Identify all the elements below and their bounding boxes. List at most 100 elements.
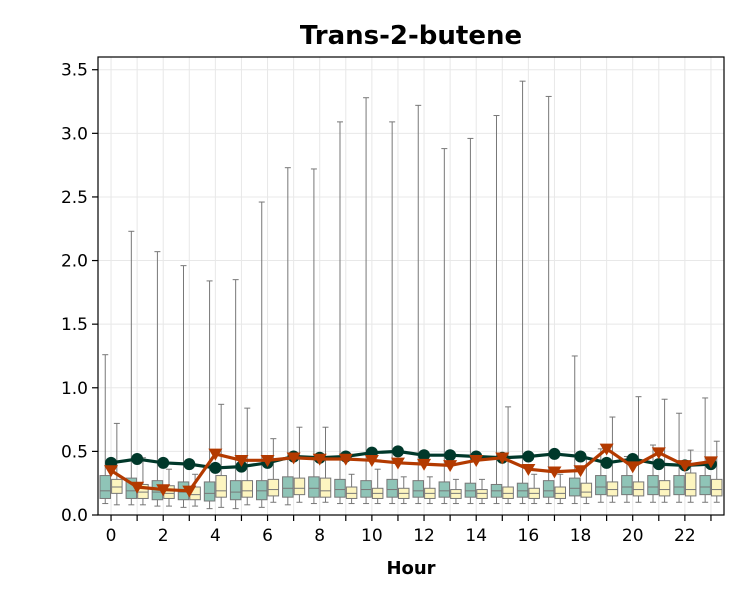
y-tick-label: 0.0 bbox=[61, 506, 88, 526]
box-series-a bbox=[438, 148, 451, 505]
series-2-point bbox=[286, 452, 301, 465]
y-tick-label: 3.0 bbox=[61, 124, 88, 144]
box-series-b bbox=[632, 396, 645, 503]
box-iqr bbox=[360, 480, 372, 498]
box-series-a bbox=[282, 167, 294, 506]
x-tick-label: 10 bbox=[361, 526, 383, 546]
box-series-b bbox=[215, 403, 227, 508]
series-2-point bbox=[312, 453, 327, 466]
series-1-point bbox=[209, 461, 222, 474]
chart-title: Trans-2-butene bbox=[300, 21, 522, 51]
series-2-point bbox=[599, 443, 614, 456]
box-series-b bbox=[398, 476, 410, 505]
series-line-2 bbox=[110, 447, 712, 493]
box-series-b bbox=[137, 457, 149, 506]
series-2-point bbox=[625, 461, 640, 474]
series-1-point bbox=[574, 450, 587, 463]
box-iqr bbox=[255, 480, 268, 501]
series-2-point bbox=[338, 453, 353, 466]
box-series-a bbox=[99, 354, 111, 505]
series-1-point bbox=[418, 449, 431, 462]
series-2-point bbox=[364, 455, 379, 467]
box-series-b bbox=[241, 407, 254, 506]
y-tick-label: 2.0 bbox=[61, 252, 88, 272]
box-iqr bbox=[215, 475, 227, 498]
box-series-a bbox=[490, 115, 503, 505]
box-series-b bbox=[345, 473, 358, 505]
x-axis-label: Hour bbox=[386, 558, 435, 579]
box-series-a bbox=[360, 97, 372, 505]
series-2-point bbox=[260, 455, 275, 467]
box-iqr bbox=[203, 481, 216, 502]
box-iqr bbox=[580, 482, 593, 498]
series-2-point bbox=[547, 466, 562, 479]
box-iqr bbox=[334, 478, 346, 498]
box-iqr bbox=[632, 481, 645, 497]
box-iqr bbox=[595, 475, 607, 496]
plot-frame bbox=[97, 56, 725, 516]
series-2-point bbox=[651, 447, 666, 460]
box-series-b bbox=[606, 416, 619, 503]
box-series-a bbox=[516, 80, 529, 505]
box-series-a bbox=[412, 104, 424, 505]
series-1-point bbox=[600, 456, 613, 469]
axis-ticks: 0 2 4 6 8 10 12 14 16 18 20 22 0.0 0.5 1.0 1.5 2.0 2.5 3.0… bbox=[61, 61, 712, 546]
series-2-point bbox=[443, 460, 458, 473]
box-iqr bbox=[658, 480, 671, 497]
y-tick-label: 0.5 bbox=[61, 442, 88, 462]
boxplots bbox=[99, 80, 723, 510]
series-1-point bbox=[522, 450, 535, 463]
x-tick-label: 8 bbox=[314, 526, 325, 546]
box-series-a bbox=[125, 230, 138, 506]
y-tick-label: 1.5 bbox=[61, 315, 88, 335]
y-tick-label: 2.5 bbox=[61, 188, 88, 208]
box-series-b bbox=[371, 468, 384, 505]
box-series-b bbox=[684, 449, 697, 503]
box-series-a bbox=[203, 280, 216, 510]
box-iqr bbox=[647, 475, 659, 496]
box-series-b bbox=[111, 422, 123, 506]
box-iqr bbox=[621, 475, 633, 496]
mean-lines bbox=[104, 443, 718, 498]
box-iqr bbox=[267, 478, 280, 497]
box-series-b bbox=[476, 478, 488, 505]
x-tick-label: 16 bbox=[518, 526, 540, 546]
box-iqr bbox=[606, 481, 619, 497]
box-series-b bbox=[424, 476, 436, 505]
series-2-point bbox=[156, 484, 171, 497]
box-iqr bbox=[241, 480, 254, 498]
box-iqr bbox=[308, 476, 320, 498]
x-tick-label: 12 bbox=[413, 526, 435, 546]
box-series-a bbox=[386, 121, 398, 505]
series-2-point bbox=[208, 448, 223, 461]
box-series-b bbox=[450, 478, 462, 505]
series-2-point bbox=[104, 465, 119, 478]
series-2-point bbox=[469, 455, 484, 467]
box-iqr bbox=[673, 475, 685, 496]
series-2-point bbox=[182, 485, 197, 498]
box-series-a bbox=[229, 279, 242, 510]
box-iqr bbox=[412, 480, 424, 498]
x-tick-label: 20 bbox=[622, 526, 644, 546]
series-2-point bbox=[130, 481, 145, 494]
box-iqr bbox=[345, 486, 358, 499]
box-iqr bbox=[319, 477, 332, 498]
series-1-point bbox=[183, 458, 196, 471]
box-iqr bbox=[476, 489, 488, 499]
box-iqr bbox=[502, 486, 514, 499]
series-2-point bbox=[573, 465, 588, 478]
box-iqr bbox=[516, 482, 529, 498]
box-iqr bbox=[99, 475, 111, 499]
series-1-point bbox=[131, 453, 144, 466]
box-series-a bbox=[647, 444, 659, 503]
series-1-point bbox=[391, 445, 404, 458]
y-tick-label: 1.0 bbox=[61, 379, 88, 399]
y-tick-label: 3.5 bbox=[61, 61, 88, 81]
box-iqr bbox=[111, 478, 123, 494]
x-tick-label: 0 bbox=[106, 526, 117, 546]
box-iqr bbox=[282, 476, 294, 498]
series-1-point bbox=[652, 458, 665, 471]
box-iqr bbox=[568, 477, 581, 497]
